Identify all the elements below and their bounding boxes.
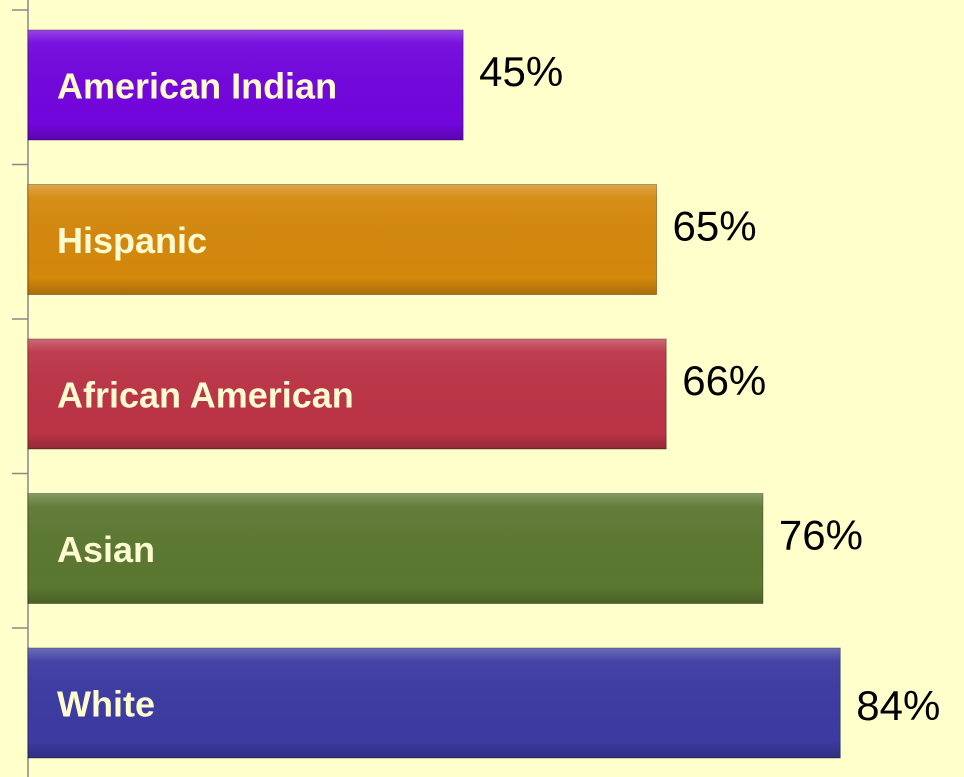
value-label: 65% — [673, 203, 757, 250]
bar-shine — [28, 339, 667, 449]
category-label: American Indian — [57, 66, 337, 107]
bar-shine — [28, 30, 464, 140]
value-label: 76% — [779, 512, 863, 559]
bar-shine — [28, 184, 657, 295]
category-label: Hispanic — [57, 220, 207, 261]
value-label: 45% — [479, 48, 563, 95]
bar-shine — [28, 648, 841, 758]
value-label: 66% — [682, 357, 766, 404]
value-label: 84% — [856, 682, 940, 729]
category-label: White — [57, 684, 155, 725]
bar-shine — [28, 493, 763, 604]
category-label: Asian — [57, 529, 155, 570]
category-label: African American — [57, 375, 354, 416]
